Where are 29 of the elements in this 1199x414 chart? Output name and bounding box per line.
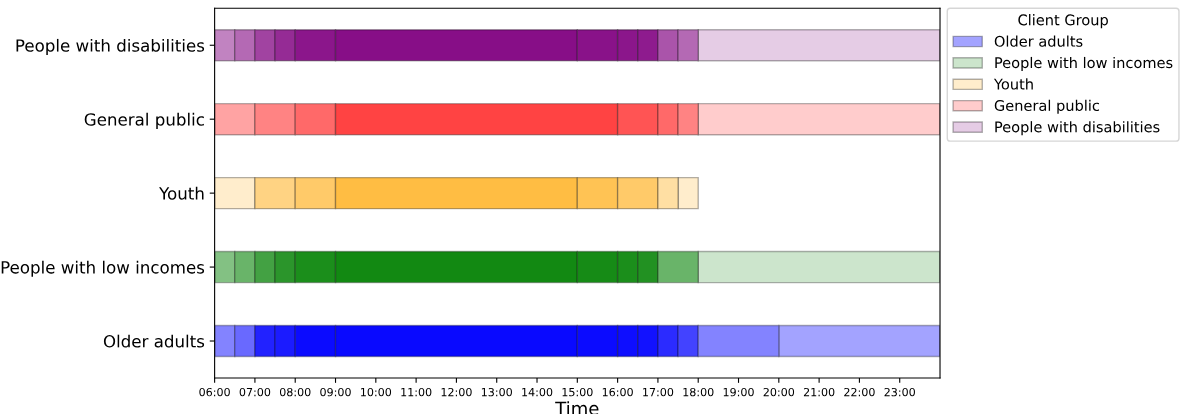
x-tick-label: 23:00: [884, 387, 915, 397]
x-tick-label: 20:00: [763, 387, 795, 397]
legend-label: General public: [994, 99, 1100, 114]
x-tick-label: 19:00: [723, 387, 754, 397]
x-tick-label: 09:00: [320, 387, 351, 397]
legend-label: People with disabilities: [995, 121, 1160, 136]
legend-label: People with low incomes: [995, 56, 1173, 72]
x-tick-label: 18:00: [683, 387, 714, 397]
x-tick-label: 12:00: [441, 387, 472, 397]
y-tick-label: Older adults: [103, 334, 205, 348]
y-tick-label: Youth: [159, 186, 204, 200]
x-tick-label: 07:00: [239, 387, 271, 397]
x-tick-label: 08:00: [279, 387, 311, 397]
x-tick-label: 17:00: [643, 387, 674, 397]
legend-label: Older adults: [994, 35, 1083, 47]
x-tick-label: 06:00: [199, 387, 230, 397]
x-tick-label: 13:00: [481, 387, 512, 397]
y-tick-label: People with low incomes: [1, 260, 205, 277]
x-tick-label: 10:00: [361, 387, 392, 397]
x-tick-label: 16:00: [602, 387, 633, 397]
x-tick-label: 15:00: [562, 387, 593, 397]
x-tick-label: 14:00: [522, 387, 553, 397]
x-tick-label: 11:00: [401, 387, 432, 397]
legend-title: Client Group: [1018, 14, 1108, 29]
x-tick-label: 22:00: [844, 387, 875, 397]
legend-label: Youth: [993, 78, 1033, 90]
x-tick-label: 21:00: [803, 387, 835, 397]
y-tick-label: People with disabilities: [16, 38, 205, 56]
y-tick-label: General public: [84, 112, 204, 129]
